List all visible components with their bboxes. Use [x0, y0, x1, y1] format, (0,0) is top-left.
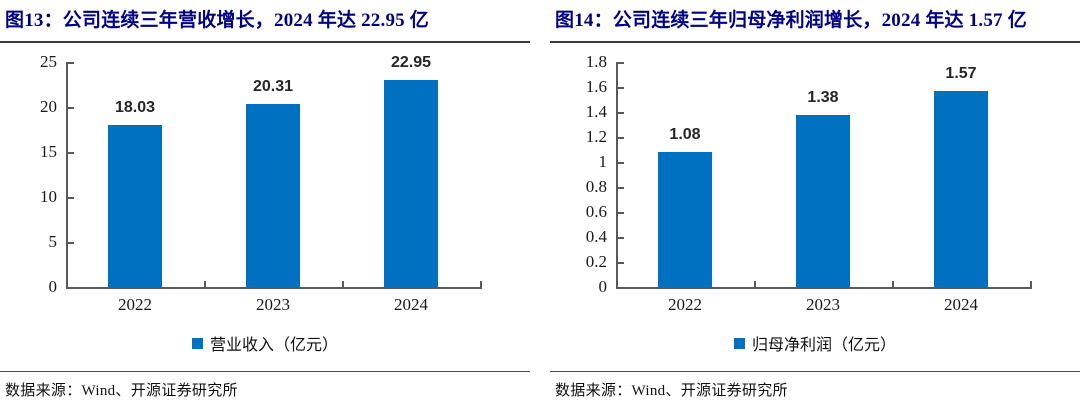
y-axis-tick-label: 1.2 [585, 127, 607, 146]
legend-swatch [733, 337, 745, 349]
y-axis-tick-mark [617, 112, 624, 114]
revenue-chart-panel: 图13：公司连续三年营收增长，2024 年达 22.95 亿 0 5 10 15 20 2… [0, 0, 530, 409]
y-axis-tick-mark [67, 197, 74, 199]
chart-legend: 营业收入（亿元） [0, 331, 530, 355]
y-axis-tick-label: 0.6 [585, 202, 607, 221]
chart-title-fig13: 图13：公司连续三年营收增长，2024 年达 22.95 亿 [5, 10, 430, 31]
revenue-bar-chart: 0 5 10 15 20 25 18.03 2022 20.31 2023 22.95 2024 [0, 46, 530, 317]
bar-value-label: 1.38 [807, 88, 839, 106]
y-axis-tick-mark [617, 262, 624, 264]
x-axis-tick-mark [754, 281, 756, 287]
bar-value-label: 22.95 [390, 54, 432, 72]
x-axis-category-label: 2024 [394, 295, 428, 314]
y-axis-tick-label: 1 [598, 152, 608, 171]
y-axis-tick-label: 0.4 [585, 227, 607, 246]
x-axis-tick-mark [892, 281, 894, 287]
title-divider [0, 41, 530, 43]
x-axis [66, 287, 482, 289]
net-profit-bar-chart: 0 0.2 0.4 0.6 0.8 1 1.2 1.4 1.6 1.8 1.08 2022 1.38 20… [550, 46, 1080, 317]
y-axis-tick-mark [67, 62, 74, 64]
y-axis-tick-label: 1.4 [585, 102, 607, 121]
x-axis-category-label: 2023 [806, 295, 840, 314]
bar-2022 [108, 124, 162, 287]
data-source-note: 数据来源：Wind、开源证券研究所 [555, 383, 788, 399]
bar-2023 [246, 104, 300, 287]
y-axis-tick-label: 1.6 [585, 77, 607, 96]
y-axis-tick-label: 20 [40, 97, 57, 116]
y-axis [616, 62, 618, 287]
x-axis-tick-mark [204, 281, 206, 287]
bar-2023 [796, 114, 850, 287]
y-axis-tick-mark [67, 107, 74, 109]
bar-value-label: 1.57 [945, 64, 977, 82]
chart-title-fig14: 图14：公司连续三年归母净利润增长，2024 年达 1.57 亿 [555, 10, 1027, 31]
bar-value-label: 20.31 [252, 78, 294, 96]
title-divider [550, 41, 1080, 43]
bar-value-label: 18.03 [114, 98, 156, 116]
x-axis-category-label: 2022 [118, 295, 152, 314]
x-axis-category-label: 2022 [668, 295, 702, 314]
x-axis-tick-mark [342, 281, 344, 287]
legend-swatch [191, 337, 203, 349]
data-source-note: 数据来源：Wind、开源证券研究所 [5, 383, 238, 399]
y-axis-tick-label: 10 [40, 187, 57, 206]
y-axis-tick-mark [617, 187, 624, 189]
x-axis-tick-mark [480, 281, 482, 287]
bar-2024 [384, 80, 438, 287]
bar-2024 [934, 90, 988, 287]
x-axis-category-label: 2024 [944, 295, 978, 314]
y-axis-tick-mark [617, 212, 624, 214]
y-axis-tick-label: 25 [40, 52, 57, 71]
x-axis [616, 287, 1032, 289]
x-axis-tick-mark [1030, 281, 1032, 287]
net-profit-chart-panel: 图14：公司连续三年归母净利润增长，2024 年达 1.57 亿 0 0.2 0.4… [550, 0, 1080, 409]
spacer [550, 355, 1080, 371]
y-axis-tick-mark [617, 87, 624, 89]
x-axis-category-label: 2023 [256, 295, 290, 314]
y-axis-tick-label: 15 [40, 142, 57, 161]
y-axis-tick-mark [617, 162, 624, 164]
footer-divider [0, 370, 530, 372]
bar-value-label: 1.08 [669, 126, 701, 143]
y-axis [66, 62, 68, 287]
y-axis-tick-mark [67, 152, 74, 154]
bar-2022 [658, 152, 712, 287]
y-axis-tick-label: 1.8 [585, 52, 607, 71]
y-axis-tick-mark [617, 237, 624, 239]
chart-legend: 归母净利润（亿元） [550, 331, 1080, 355]
y-axis-tick-label: 0.2 [585, 252, 607, 271]
y-axis-tick-label: 0.8 [585, 177, 607, 196]
y-axis-tick-mark [617, 137, 624, 139]
y-axis-tick-label: 0 [598, 277, 608, 296]
y-axis-tick-label: 0 [48, 277, 58, 296]
y-axis-tick-mark [67, 242, 74, 244]
spacer [0, 355, 530, 371]
y-axis-tick-mark [617, 62, 624, 64]
y-axis-tick-label: 5 [48, 232, 58, 251]
legend-label: 归母净利润（亿元） [751, 337, 896, 354]
footer-divider [550, 370, 1080, 372]
legend-label: 营业收入（亿元） [209, 337, 338, 354]
